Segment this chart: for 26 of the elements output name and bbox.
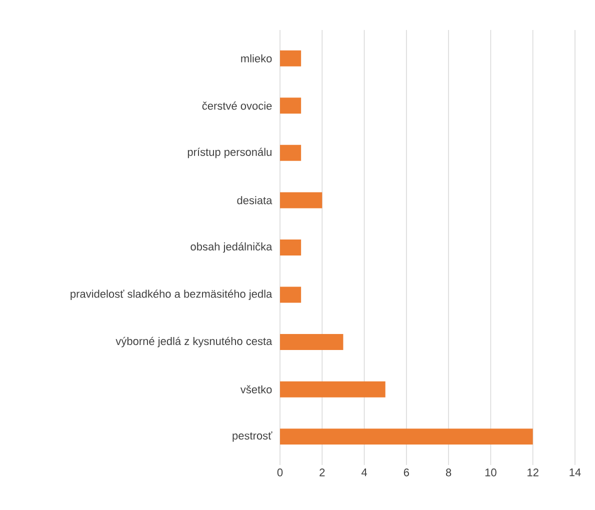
y-tick-label: prístup personálu — [188, 148, 272, 158]
y-tick-label: obsah jedálnička — [190, 242, 272, 253]
x-tick-label: 14 — [570, 468, 581, 476]
bar — [280, 334, 344, 350]
bar — [280, 239, 302, 256]
bar — [280, 98, 302, 114]
x-tick-label: 10 — [485, 468, 496, 476]
y-tick-label: všetko — [240, 385, 272, 394]
x-tick-label: 2 — [320, 468, 325, 476]
x-tick-label: 12 — [528, 468, 538, 476]
y-tick-label: pestrosť — [232, 431, 272, 442]
y-tick-label: výborné jedlá z kysnutého cesta — [116, 336, 272, 348]
x-tick-label: 0 — [277, 468, 283, 476]
bar — [280, 144, 302, 161]
bar — [280, 50, 302, 66]
y-tick-label: mlieko — [241, 54, 272, 62]
bar — [280, 286, 302, 303]
bar — [280, 381, 386, 398]
x-tick-label: 8 — [446, 468, 452, 476]
bar — [280, 192, 322, 208]
bar — [280, 428, 533, 445]
x-tick-label: 6 — [404, 468, 409, 476]
x-tick-label: 4 — [361, 468, 368, 476]
y-tick-label: desiata — [237, 196, 272, 204]
y-tick-label: čerstvé ovocie — [202, 102, 272, 110]
y-tick-label: pravidelosť sladkého a bezmäsitého jedla — [70, 290, 272, 300]
